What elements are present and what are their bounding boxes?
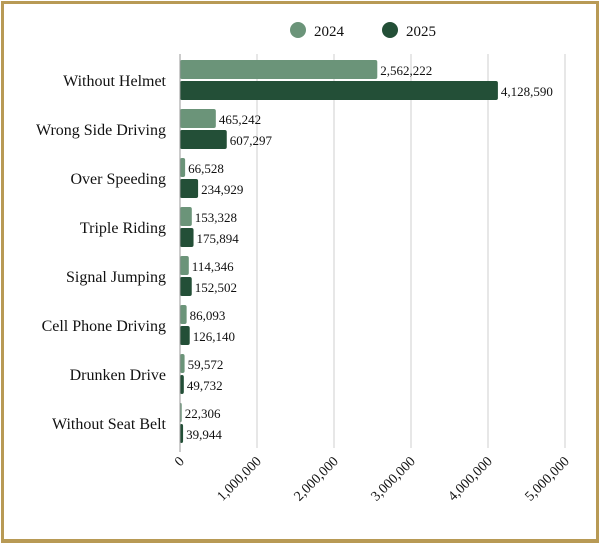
bar-group: 86,093 126,140 Cell Phone Driving xyxy=(42,305,235,345)
x-tick-label: 4,000,000 xyxy=(446,454,496,504)
bar-2024 xyxy=(180,305,187,324)
data-label-2025: 4,128,590 xyxy=(501,84,553,99)
data-label-2025: 234,929 xyxy=(201,182,243,197)
x-tick-label: 3,000,000 xyxy=(369,454,419,504)
bar-2025 xyxy=(180,277,192,296)
category-label: Cell Phone Driving xyxy=(42,318,166,335)
bar-2024 xyxy=(180,354,185,373)
category-label: Drunken Drive xyxy=(70,367,166,384)
category-label: Over Speeding xyxy=(70,171,166,188)
bar-2025 xyxy=(180,228,194,247)
x-tick-label: 2,000,000 xyxy=(292,454,342,504)
bars: 2,562,222 4,128,590 Without Helmet 465,242 6… xyxy=(36,60,553,443)
data-label-2025: 126,140 xyxy=(193,329,235,344)
data-label-2024: 59,572 xyxy=(188,357,224,372)
data-label-2024: 66,528 xyxy=(188,161,224,176)
category-label: Without Seat Belt xyxy=(52,416,167,433)
category-label: Wrong Side Driving xyxy=(36,122,166,139)
legend-label-2025: 2025 xyxy=(406,24,436,40)
gridlines xyxy=(256,54,566,448)
data-label-2025: 39,944 xyxy=(186,427,222,442)
bar-group: 66,528 234,929 Over Speeding xyxy=(70,158,243,198)
category-label: Triple Riding xyxy=(80,220,166,237)
bar-2025 xyxy=(180,130,227,149)
bar-2025 xyxy=(180,375,184,394)
legend-item-2025: 2025 xyxy=(382,22,436,40)
legend-label-2024: 2024 xyxy=(314,24,345,40)
bar-2025 xyxy=(180,81,498,100)
data-label-2024: 153,328 xyxy=(195,210,237,225)
bar-2024 xyxy=(180,256,189,275)
data-label-2025: 175,894 xyxy=(197,231,240,246)
data-label-2024: 2,562,222 xyxy=(380,63,432,78)
data-label-2024: 86,093 xyxy=(190,308,226,323)
legend-item-2024: 2024 xyxy=(290,22,345,40)
legend: 2024 2025 xyxy=(290,22,436,40)
bar-group: 59,572 49,732 Drunken Drive xyxy=(70,354,224,394)
bar-group: 114,346 152,502 Signal Jumping xyxy=(66,256,237,296)
data-label-2025: 152,502 xyxy=(195,280,237,295)
data-label-2024: 465,242 xyxy=(219,112,261,127)
category-label: Without Helmet xyxy=(63,73,166,90)
bar-group: 465,242 607,297 Wrong Side Driving xyxy=(36,109,273,149)
bar-2024 xyxy=(180,109,216,128)
bar-2025 xyxy=(180,179,199,198)
legend-marker-2024 xyxy=(290,22,306,38)
legend-marker-2025 xyxy=(382,22,398,38)
data-label-2024: 114,346 xyxy=(192,259,234,274)
bar-group: 153,328 175,894 Triple Riding xyxy=(80,207,239,247)
bar-2025 xyxy=(180,326,190,345)
bar-2024 xyxy=(180,158,186,177)
bar-group: 2,562,222 4,128,590 Without Helmet xyxy=(63,60,553,100)
bar-group: 22,306 39,944 Without Seat Belt xyxy=(52,403,222,443)
category-label: Signal Jumping xyxy=(66,269,166,286)
bar-2024 xyxy=(180,207,192,226)
data-label-2025: 607,297 xyxy=(230,133,273,148)
x-tick-label: 5,000,000 xyxy=(523,454,573,504)
data-label-2025: 49,732 xyxy=(187,378,223,393)
x-tick-label: 1,000,000 xyxy=(215,454,265,504)
data-label-2024: 22,306 xyxy=(185,406,221,421)
bar-2024 xyxy=(180,60,378,79)
x-tick-label: 0 xyxy=(172,454,188,470)
bar-2025 xyxy=(180,424,184,443)
